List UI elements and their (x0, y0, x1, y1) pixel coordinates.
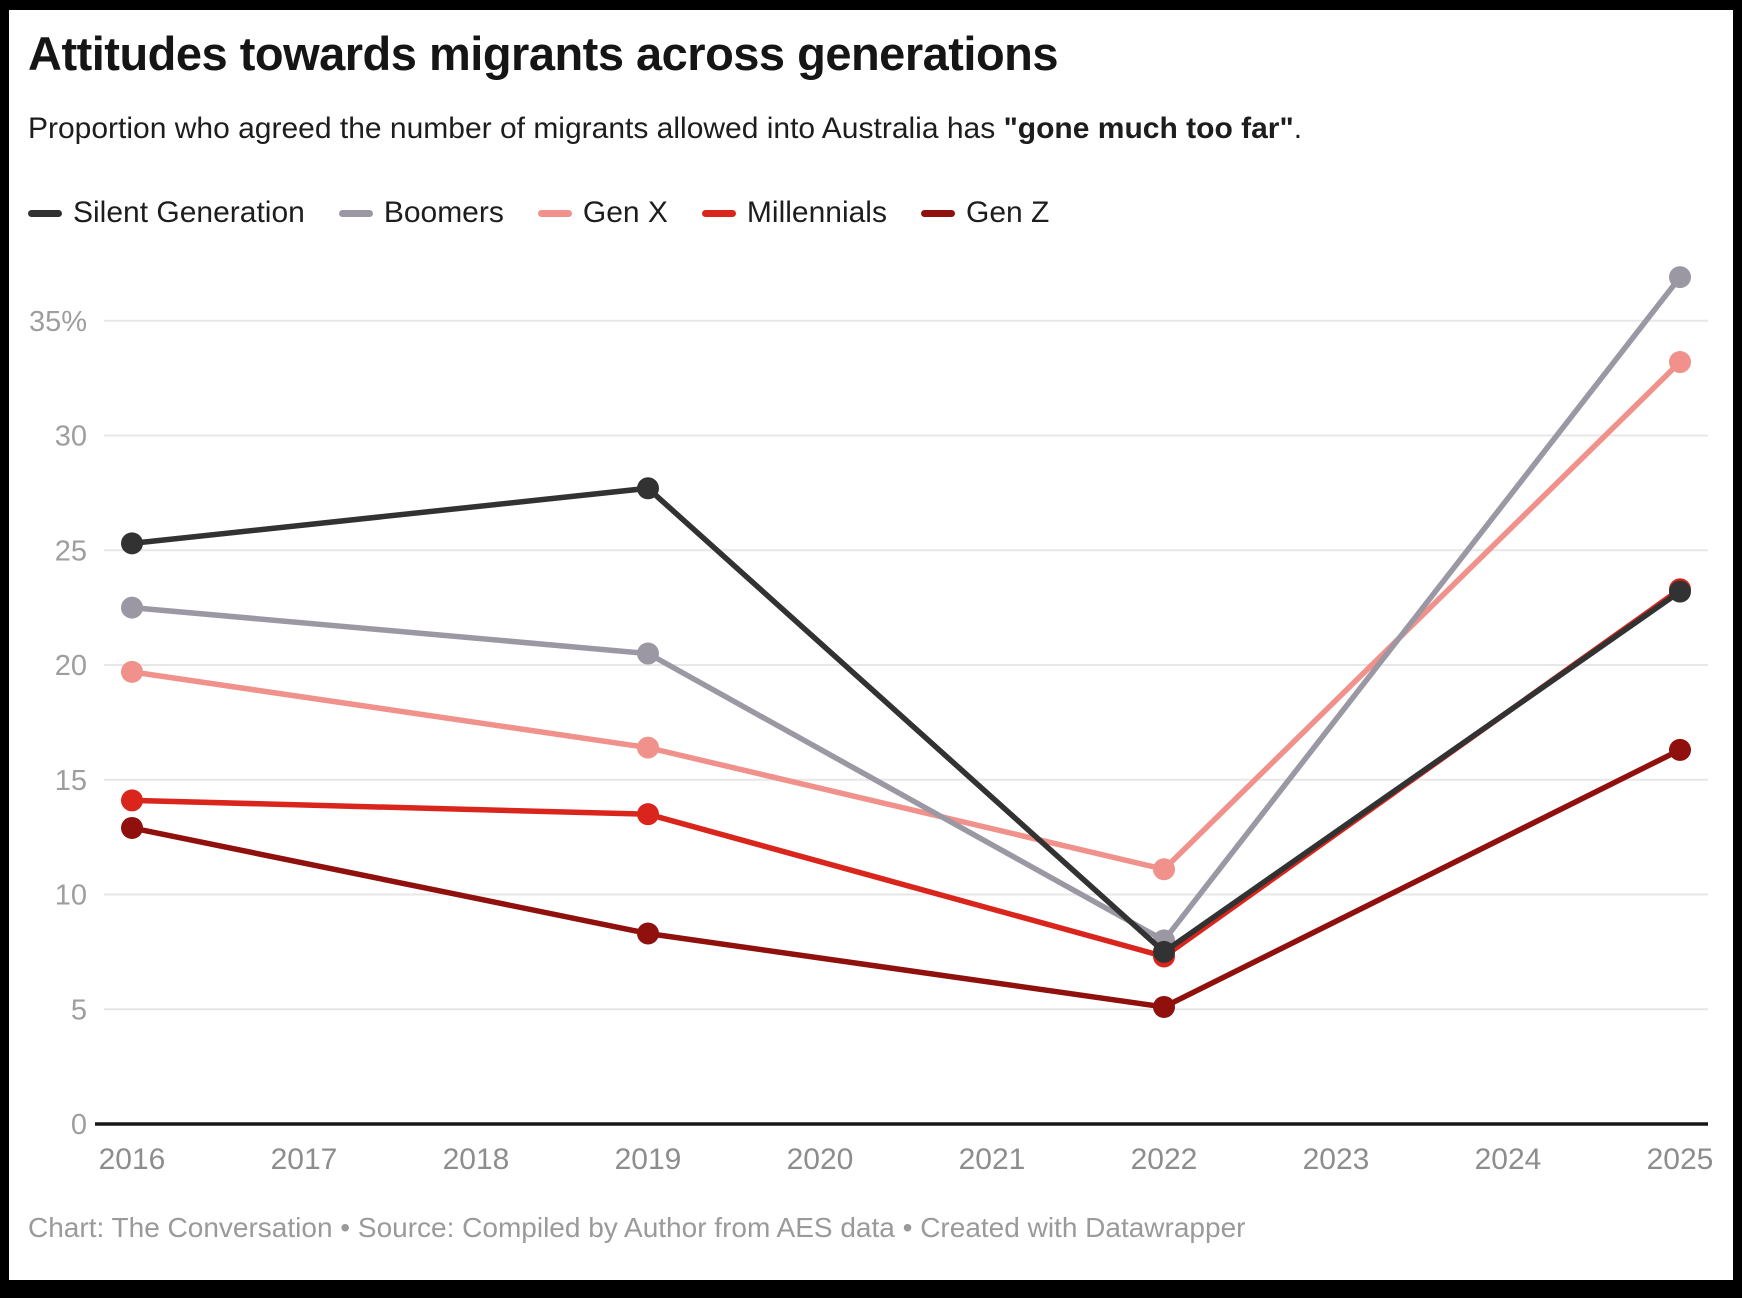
data-point-gen-x-2025[interactable] (1669, 351, 1691, 374)
legend-swatch-silent-generation (28, 209, 62, 217)
y-axis-tick-10: 10 (55, 880, 87, 912)
legend-label-silent-generation: Silent Generation (73, 196, 305, 229)
chart-subtitle-text: Proportion who agreed the number of migr… (28, 112, 1004, 145)
data-point-gen-z-2025[interactable] (1669, 738, 1691, 761)
x-axis-tick-2024: 2024 (1475, 1143, 1542, 1176)
data-point-boomers-2025[interactable] (1669, 266, 1691, 289)
data-point-boomers-2019[interactable] (637, 642, 659, 665)
data-point-gen-z-2019[interactable] (637, 922, 659, 945)
x-axis-tick-2020: 2020 (787, 1143, 854, 1176)
data-point-silent-generation-2025[interactable] (1669, 580, 1691, 603)
x-axis-tick-2023: 2023 (1303, 1143, 1370, 1176)
legend-swatch-gen-x (537, 209, 572, 217)
chart-subtitle-period: . (1293, 112, 1303, 145)
legend-swatch-boomers (338, 209, 373, 217)
legend-swatch-millennials (701, 209, 736, 217)
legend-label-gen-z: Gen Z (965, 196, 1050, 229)
x-axis-tick-2022: 2022 (1131, 1143, 1198, 1176)
data-point-millennials-2016[interactable] (121, 789, 143, 812)
data-point-gen-x-2022[interactable] (1153, 858, 1175, 881)
x-axis-tick-2025: 2025 (1647, 1143, 1714, 1176)
x-axis-tick-2019: 2019 (615, 1143, 682, 1176)
data-point-silent-generation-2016[interactable] (121, 532, 143, 555)
plot-area[interactable]: 0 5 10 15 20 25 30 35% 2016 2017 2018 2019 2020 2021 2… (9, 260, 1733, 1205)
y-axis-tick-5: 5 (71, 994, 87, 1026)
y-axis-tick-30: 30 (55, 421, 87, 453)
legend: Silent Generation Boomers Gen X Millennials… (28, 196, 1049, 230)
legend-label-boomers: Boomers (383, 196, 504, 229)
data-point-silent-generation-2022[interactable] (1153, 940, 1175, 963)
data-point-gen-z-2022[interactable] (1153, 995, 1175, 1018)
series-line-millennials (129, 586, 1683, 960)
legend-item-silent-generation: Silent Generation (28, 196, 305, 230)
x-axis-tick-2021: 2021 (959, 1143, 1026, 1176)
footer-credit: Chart: The Conversation • Source: Compil… (28, 1212, 1246, 1243)
legend-swatch-gen-z (920, 209, 955, 217)
x-axis-tick-2016: 2016 (99, 1143, 166, 1176)
chart-subtitle-emphasis: "gone much too far" (1003, 112, 1294, 145)
data-point-silent-generation-2019[interactable] (637, 477, 659, 500)
data-point-millennials-2019[interactable] (637, 803, 659, 826)
x-axis-tick-2017: 2017 (271, 1143, 338, 1176)
legend-item-gen-z: Gen Z (920, 196, 1050, 230)
legend-label-millennials: Millennials (746, 196, 887, 229)
y-axis-tick-25: 25 (55, 535, 87, 567)
chart-card: Attitudes towards migrants across genera… (9, 10, 1733, 1280)
series-line-silent-generation (129, 485, 1683, 955)
data-point-gen-x-2019[interactable] (637, 736, 659, 759)
y-axis-tick-0: 0 (71, 1109, 87, 1141)
x-axis-tick-2018: 2018 (443, 1143, 510, 1176)
legend-label-gen-x: Gen X (582, 196, 668, 229)
legend-item-gen-x: Gen X (537, 196, 668, 230)
y-axis-tick-15: 15 (55, 765, 87, 797)
series-line-boomers (129, 274, 1683, 944)
data-point-gen-z-2016[interactable] (121, 816, 143, 839)
data-point-gen-x-2016[interactable] (121, 660, 143, 683)
series-line-gen-z (129, 747, 1683, 1010)
legend-item-boomers: Boomers (338, 196, 504, 230)
chart-subtitle: Proportion who agreed the number of migr… (28, 112, 1302, 146)
series-line-gen-x (129, 359, 1683, 873)
y-axis-tick-20: 20 (55, 650, 87, 682)
y-axis-tick-35: 35% (29, 306, 87, 338)
data-point-boomers-2016[interactable] (121, 596, 143, 619)
chart-title: Attitudes towards migrants across genera… (28, 27, 1059, 80)
legend-item-millennials: Millennials (701, 196, 887, 230)
